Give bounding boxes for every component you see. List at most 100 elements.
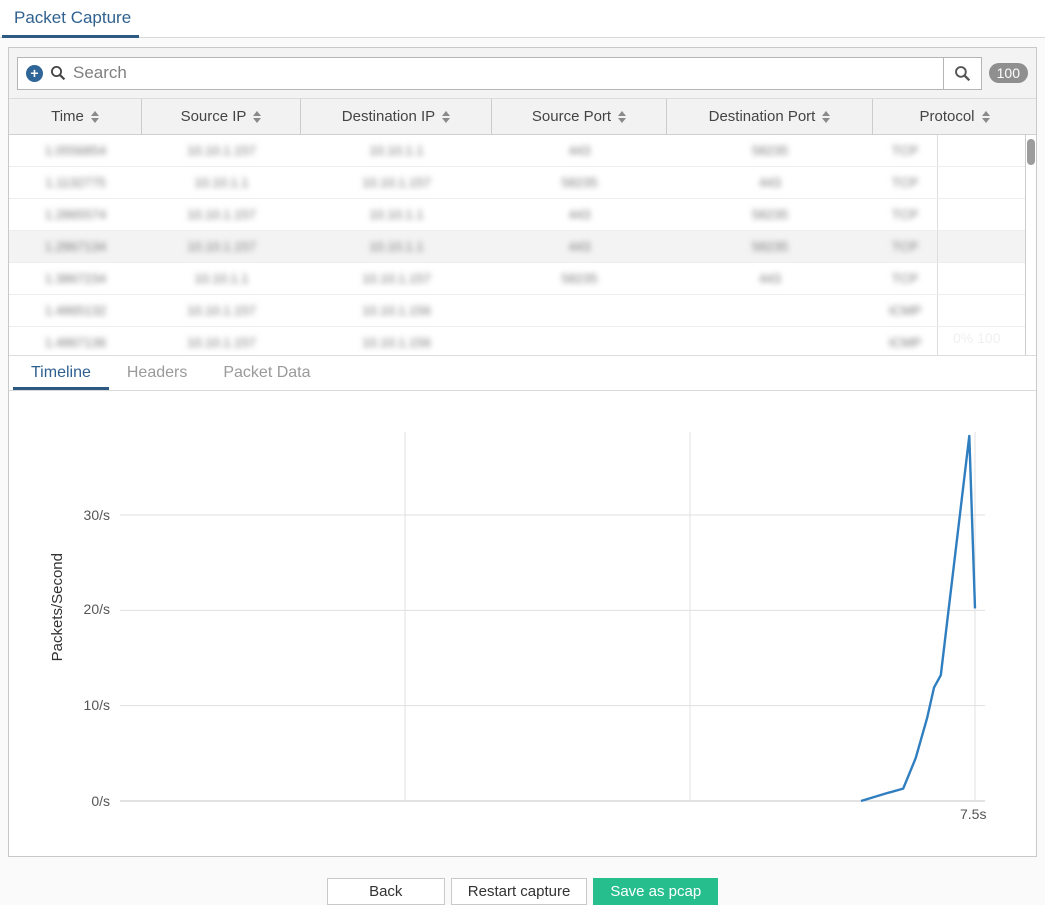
y-tick-10: 10/s bbox=[83, 697, 110, 713]
table-cell: 10.10.1.1 bbox=[194, 271, 249, 286]
table-cell: ICMP bbox=[888, 303, 922, 318]
add-filter-icon[interactable]: + bbox=[26, 64, 43, 82]
search-placeholder: Search bbox=[73, 63, 127, 82]
search-icon bbox=[954, 65, 970, 81]
search-input[interactable]: + Search bbox=[17, 56, 944, 90]
sort-icon bbox=[90, 110, 99, 123]
table-cell: 1.2867134 bbox=[44, 239, 107, 254]
table-cell-empty bbox=[937, 295, 1026, 326]
scrollbar-thumb[interactable] bbox=[1027, 139, 1035, 165]
table-cell: TCP bbox=[892, 143, 918, 158]
column-header-destination-ip[interactable]: Destination IP bbox=[301, 99, 492, 134]
search-icon bbox=[51, 66, 66, 81]
table-cell: 58235 bbox=[561, 175, 598, 190]
table-cell-empty bbox=[937, 199, 1026, 230]
top-tab-bar: Packet Capture bbox=[0, 0, 1045, 38]
table-row[interactable]: 1.2867134 10.10.1.157 10.10.1.1 443 58235 TCP bbox=[9, 231, 1036, 263]
table-cell-empty bbox=[937, 327, 1026, 355]
back-button[interactable]: Back bbox=[326, 878, 445, 905]
table-cell: 1.1132775 bbox=[45, 175, 106, 190]
y-tick-0: 0/s bbox=[91, 793, 110, 809]
table-cell: 10.10.1.157 bbox=[187, 335, 256, 350]
table-cell bbox=[667, 295, 873, 326]
column-header-protocol[interactable]: Protocol bbox=[873, 99, 1036, 134]
table-cell: TCP bbox=[892, 271, 918, 286]
table-cell: 10.10.1.157 bbox=[187, 239, 256, 254]
table-cell: 10.10.1.156 bbox=[362, 335, 431, 350]
tab-packet-capture[interactable]: Packet Capture bbox=[14, 8, 132, 27]
table-cell: 10.10.1.1 bbox=[194, 175, 249, 190]
table-cell: 443 bbox=[568, 207, 591, 222]
table-cell: TCP bbox=[892, 239, 918, 254]
timeline-chart: Packets/Second 30/s 20/s 10/s 0/s 7.5s bbox=[9, 391, 1036, 856]
table-cell: 58235 bbox=[751, 239, 789, 254]
table-row[interactable]: 1.4865132 10.10.1.157 10.10.1.156 ICMP bbox=[9, 295, 1036, 327]
table-cell: 10.10.1.1 bbox=[369, 207, 424, 222]
table-cell: 1.4865132 bbox=[44, 303, 107, 318]
sort-icon bbox=[822, 110, 831, 123]
table-cell: 10.10.1.157 bbox=[362, 175, 431, 190]
chart-svg bbox=[120, 432, 985, 803]
restart-capture-button[interactable]: Restart capture bbox=[450, 878, 588, 905]
table-cell: 10.10.1.1 bbox=[369, 239, 424, 254]
table-scrollbar[interactable] bbox=[1025, 135, 1036, 355]
table-cell: 1.4867136 bbox=[44, 335, 107, 350]
table-row[interactable]: 1.4867136 10.10.1.157 10.10.1.156 ICMP bbox=[9, 327, 1036, 355]
table-cell-empty bbox=[937, 231, 1026, 262]
table-cell bbox=[492, 327, 667, 355]
table-cell: 443 bbox=[568, 239, 591, 254]
x-tick-7-5s: 7.5s bbox=[960, 806, 987, 822]
tab-packet-data[interactable]: Packet Data bbox=[223, 364, 311, 381]
table-row[interactable]: 1.2865574 10.10.1.157 10.10.1.1 443 58235 TCP bbox=[9, 199, 1036, 231]
result-count-badge: 100 bbox=[988, 63, 1028, 83]
table-cell: 10.10.1.157 bbox=[187, 207, 256, 222]
table-cell-empty bbox=[937, 135, 1026, 166]
table-row[interactable]: 1.1132775 10.10.1.1 10.10.1.157 58235 443 TCP bbox=[9, 167, 1036, 199]
table-cell: TCP bbox=[892, 175, 918, 190]
footer-actions: Back Restart capture Save as pcap bbox=[0, 878, 1045, 905]
y-tick-20: 20/s bbox=[83, 601, 110, 617]
table-cell: ICMP bbox=[888, 335, 922, 350]
table-cell: 1.2865574 bbox=[44, 207, 107, 222]
column-header-source-port[interactable]: Source Port bbox=[492, 99, 667, 134]
table-cell: 443 bbox=[759, 175, 781, 190]
tab-timeline[interactable]: Timeline bbox=[13, 356, 109, 390]
table-header: Time Source IP Destination IP Source Por… bbox=[9, 99, 1036, 135]
y-tick-30: 30/s bbox=[83, 507, 110, 523]
table-body: 1.0556854 10.10.1.157 10.10.1.1 443 58235 TCP… bbox=[9, 135, 1036, 355]
active-tab-underline bbox=[2, 35, 139, 38]
column-header-destination-port[interactable]: Destination Port bbox=[667, 99, 873, 134]
table-cell-empty bbox=[937, 167, 1026, 198]
table-cell: 10.10.1.157 bbox=[187, 143, 256, 158]
faint-progress-text: 0% 100 bbox=[953, 330, 1001, 346]
column-header-time[interactable]: Time bbox=[9, 99, 142, 134]
table-cell bbox=[492, 295, 667, 326]
save-as-pcap-button[interactable]: Save as pcap bbox=[593, 878, 719, 905]
table-cell: TCP bbox=[892, 207, 918, 222]
sort-icon bbox=[981, 110, 990, 123]
table-cell: 10.10.1.156 bbox=[362, 303, 431, 318]
detail-tab-bar: Timeline Headers Packet Data bbox=[9, 355, 1036, 391]
column-header-source-ip[interactable]: Source IP bbox=[142, 99, 301, 134]
table-cell-empty bbox=[937, 263, 1026, 294]
table-cell: 58235 bbox=[561, 271, 598, 286]
table-row[interactable]: 1.0556854 10.10.1.157 10.10.1.1 443 58235 TCP bbox=[9, 135, 1036, 167]
sort-icon bbox=[253, 110, 262, 123]
tab-headers[interactable]: Headers bbox=[126, 364, 188, 381]
table-cell: 10.10.1.157 bbox=[362, 271, 431, 286]
table-cell: 58235 bbox=[751, 143, 789, 158]
table-cell bbox=[667, 327, 873, 355]
table-cell: 10.10.1.157 bbox=[187, 303, 256, 318]
sort-icon bbox=[442, 110, 451, 123]
table-row[interactable]: 1.3867234 10.10.1.1 10.10.1.157 58235 443 TCP bbox=[9, 263, 1036, 295]
table-cell: 1.0556854 bbox=[44, 143, 107, 158]
sort-icon bbox=[618, 110, 627, 123]
packet-capture-panel: + Search 100 Time Source IP Destination … bbox=[8, 47, 1037, 857]
search-strip: + Search 100 bbox=[9, 48, 1036, 99]
table-cell: 443 bbox=[568, 143, 591, 158]
table-cell: 10.10.1.1 bbox=[369, 143, 424, 158]
table-cell: 443 bbox=[759, 271, 781, 286]
table-cell: 58235 bbox=[751, 207, 789, 222]
search-button[interactable] bbox=[942, 56, 982, 90]
table-cell: 1.3867234 bbox=[44, 271, 107, 286]
